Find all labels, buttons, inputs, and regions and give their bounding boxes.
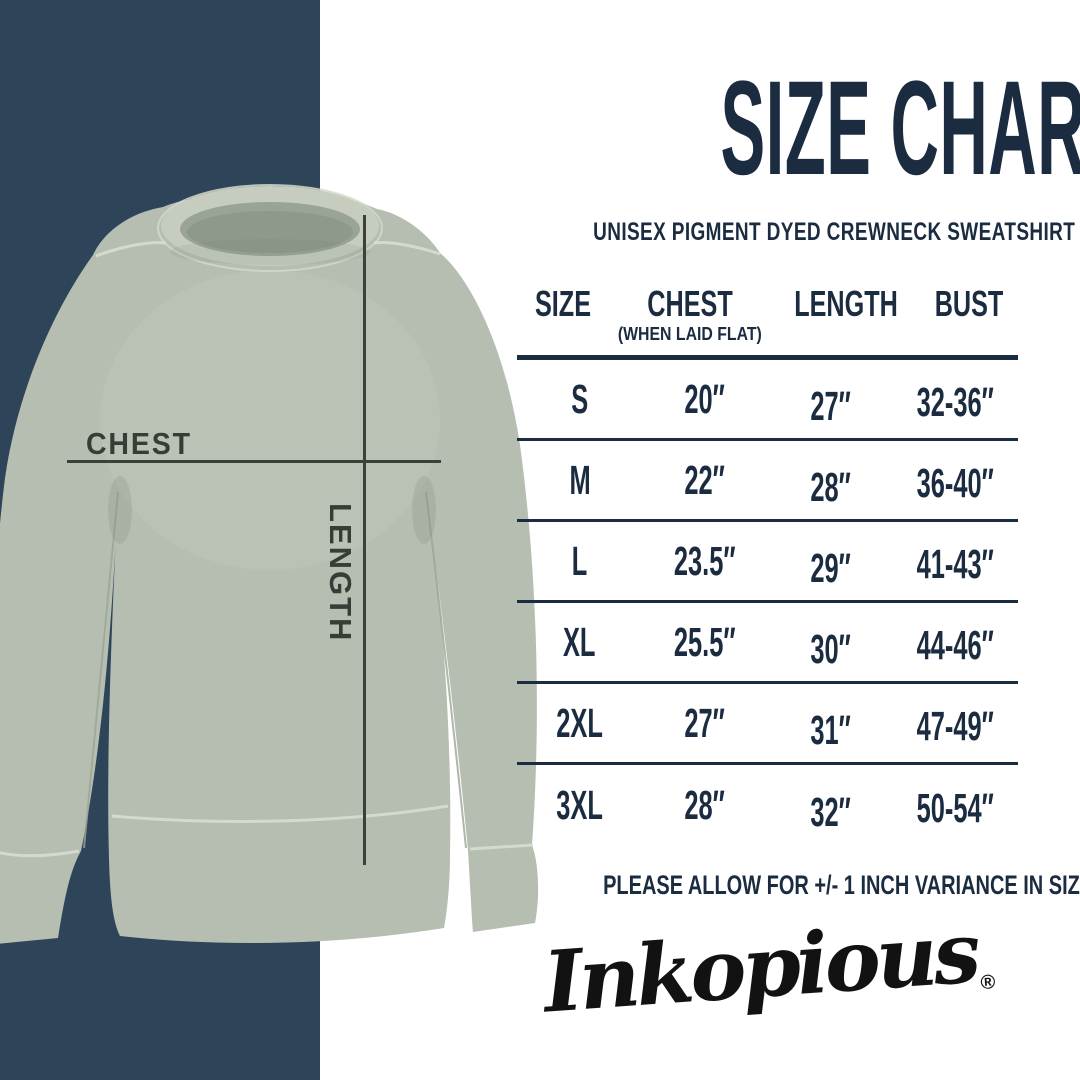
column-header-length: LENGTH (794, 283, 898, 324)
table-row-s: S 20″ 27″ 32-36″ (517, 360, 1018, 441)
brand-logo-text: Inkopious (540, 902, 980, 1032)
table-row-m: M 22″ 28″ 36-40″ (517, 441, 1018, 522)
sweatshirt-photo-icon (0, 184, 539, 944)
chest-measure-label: CHEST (86, 426, 192, 461)
chest-measure-line (67, 460, 441, 463)
table-row-xl: XL 25.5″ 30″ 44-46″ (517, 603, 1018, 684)
registered-trademark-icon: ® (979, 971, 997, 995)
table-row-2xl: 2XL 27″ 31″ 47-49″ (517, 684, 1018, 765)
size-chart-panel: SIZE CHART UNISEX PIGMENT DYED CREWNECK … (514, 0, 1080, 1080)
size-table-header-row: SIZE CHEST (WHEN LAID FLAT) LENGTH BUST (517, 280, 1018, 360)
column-header-bust: BUST (934, 283, 1004, 324)
length-measure-line (363, 215, 366, 865)
column-header-chest-subnote: (WHEN LAID FLAT) (618, 323, 763, 344)
table-row-l: L 23.5″ 29″ 41-43″ (517, 522, 1018, 603)
size-table: SIZE CHEST (WHEN LAID FLAT) LENGTH BUST S… (517, 280, 1018, 846)
page-title: SIZE CHART (720, 54, 1080, 203)
length-measure-label: LENGTH (323, 503, 358, 643)
variance-note: PLEASE ALLOW FOR +/- 1 INCH VARIANCE IN … (603, 870, 1080, 900)
brand-logo: Inkopious® (514, 895, 1021, 1039)
table-row-3xl: 3XL 28″ 32″ 50-54″ (556, 782, 994, 835)
column-header-size: SIZE (534, 283, 591, 324)
column-header-chest: CHEST (WHEN LAID FLAT) (608, 284, 772, 344)
page-subtitle: UNISEX PIGMENT DYED CREWNECK SWEATSHIRT (593, 218, 1076, 246)
